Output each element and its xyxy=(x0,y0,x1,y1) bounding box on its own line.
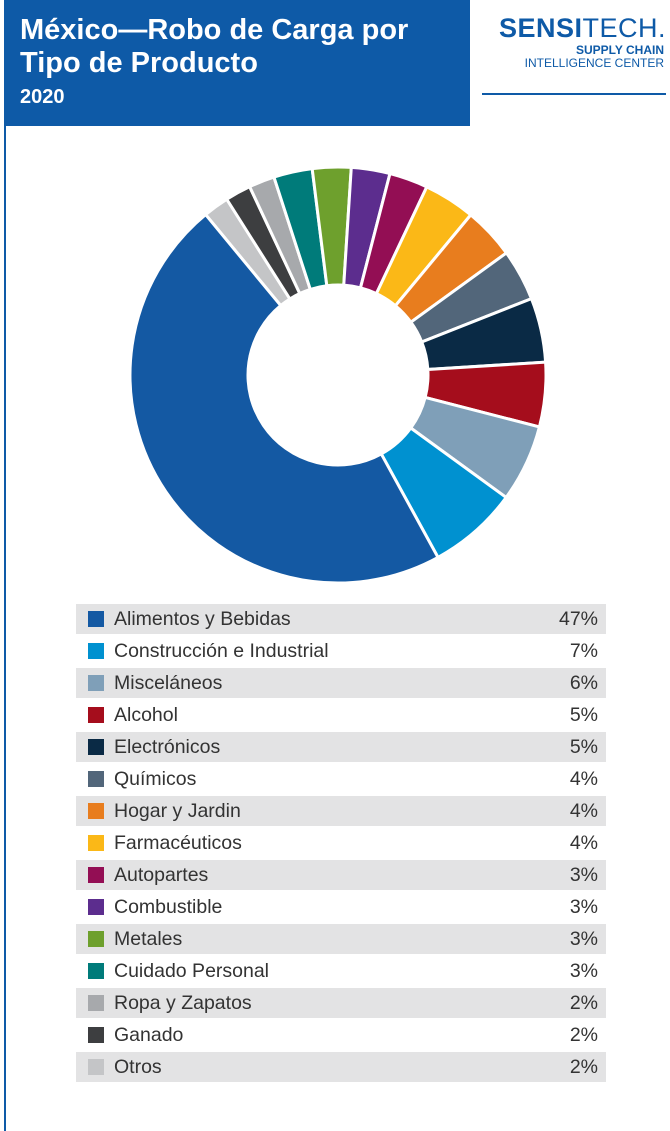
legend-row: Autopartes 3% xyxy=(76,860,606,892)
legend-swatch xyxy=(88,675,104,691)
legend-label: Ganado xyxy=(114,1023,184,1046)
legend-row: Cuidado Personal 3% xyxy=(76,956,606,988)
logo-underline xyxy=(482,93,666,95)
legend-value: 3% xyxy=(569,895,598,918)
legend-label: Metales xyxy=(114,927,183,950)
legend-value: 3% xyxy=(569,959,598,982)
legend-label: Farmacéuticos xyxy=(114,831,242,854)
legend-value: 4% xyxy=(569,831,598,854)
legend-row: Alimentos y Bebidas 47% xyxy=(76,604,606,636)
logo-wordmark: SENSITECH. xyxy=(482,14,666,42)
legend-row: Otros 2% xyxy=(76,1052,606,1084)
logo-tagline-1: SUPPLY CHAIN xyxy=(575,43,664,57)
legend-swatch xyxy=(88,707,104,723)
donut-slice-alimentos-y-bebidas xyxy=(128,212,441,585)
legend-value: 6% xyxy=(569,671,598,694)
legend-swatch xyxy=(88,643,104,659)
legend-label: Hogar y Jardin xyxy=(114,799,241,822)
sensitech-logo: SENSITECH. SUPPLY CHAIN INTELLIGENCE CEN… xyxy=(482,14,666,70)
legend-row: Construcción e Industrial 7% xyxy=(76,636,606,668)
legend-value: 7% xyxy=(569,639,598,662)
chart-year: 2020 xyxy=(20,86,65,108)
legend-row: Químicos 4% xyxy=(76,764,606,796)
legend-label: Electrónicos xyxy=(114,735,221,758)
legend-swatch xyxy=(88,867,104,883)
legend-label: Misceláneos xyxy=(114,671,223,694)
legend-swatch xyxy=(88,739,104,755)
legend-row: Combustible 3% xyxy=(76,892,606,924)
legend-row: Ganado 2% xyxy=(76,1020,606,1052)
legend-label: Químicos xyxy=(114,767,197,790)
legend-label: Alimentos y Bebidas xyxy=(114,607,291,630)
logo-wordmark-mark: . xyxy=(657,13,666,43)
legend-row: Farmacéuticos 4% xyxy=(76,828,606,860)
legend-row: Misceláneos 6% xyxy=(76,668,606,700)
chart-header: México—Robo de Carga por Tipo de Product… xyxy=(4,0,470,126)
legend-swatch xyxy=(88,1059,104,1075)
legend-swatch xyxy=(88,771,104,787)
legend-label: Ropa y Zapatos xyxy=(114,991,252,1014)
legend-swatch xyxy=(88,931,104,947)
logo-wordmark-light: TECH xyxy=(582,13,658,43)
legend-value: 47% xyxy=(558,607,598,630)
legend-value: 5% xyxy=(569,703,598,726)
legend-value: 2% xyxy=(569,991,598,1014)
legend-label: Alcohol xyxy=(114,703,178,726)
legend-value: 5% xyxy=(569,735,598,758)
donut-chart xyxy=(128,165,548,585)
legend-value: 3% xyxy=(569,927,598,950)
legend-swatch xyxy=(88,899,104,915)
legend-row: Electrónicos 5% xyxy=(76,732,606,764)
legend-value: 2% xyxy=(569,1023,598,1046)
legend-row: Alcohol 5% xyxy=(76,700,606,732)
legend-value: 2% xyxy=(569,1055,598,1078)
legend-swatch xyxy=(88,835,104,851)
legend-swatch xyxy=(88,963,104,979)
legend-label: Cuidado Personal xyxy=(114,959,270,982)
legend-swatch xyxy=(88,611,104,627)
legend-label: Combustible xyxy=(114,895,223,918)
legend-row: Hogar y Jardin 4% xyxy=(76,796,606,828)
legend-swatch xyxy=(88,995,104,1011)
legend-swatch xyxy=(88,1027,104,1043)
logo-wordmark-bold: SENSI xyxy=(498,13,583,43)
page-frame xyxy=(4,0,670,1131)
legend-label: Autopartes xyxy=(114,863,209,886)
logo-tagline-2: INTELLIGENCE CENTER xyxy=(524,56,664,70)
legend-row: Metales 3% xyxy=(76,924,606,956)
legend-label: Construcción e Industrial xyxy=(114,639,329,662)
chart-legend: Alimentos y Bebidas 47% Construcción e Ind… xyxy=(76,604,606,1084)
legend-value: 4% xyxy=(569,767,598,790)
legend-label: Otros xyxy=(114,1055,162,1078)
legend-row: Ropa y Zapatos 2% xyxy=(76,988,606,1020)
chart-title: México—Robo de Carga por Tipo de Product… xyxy=(20,14,409,79)
legend-value: 4% xyxy=(569,799,598,822)
legend-swatch xyxy=(88,803,104,819)
legend-value: 3% xyxy=(569,863,598,886)
